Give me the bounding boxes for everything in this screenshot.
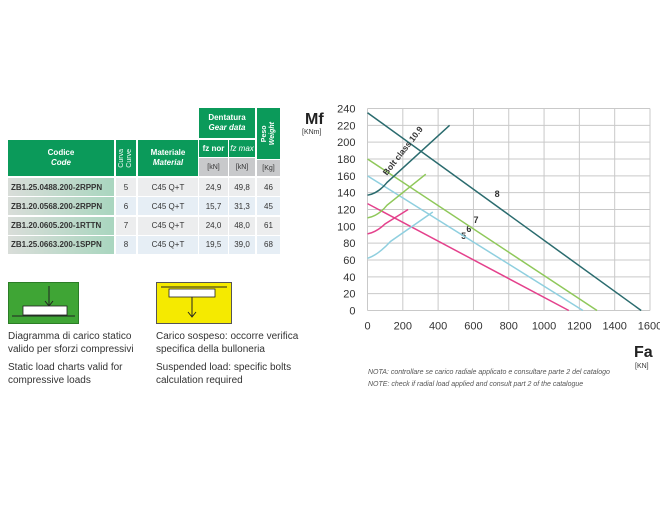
table-cell: 24,0 <box>199 216 228 235</box>
bolt-curve-6 <box>367 211 434 260</box>
table-cell: 31,3 <box>229 197 255 216</box>
header-fz-max: fz max <box>229 140 255 157</box>
load-line-8 <box>367 112 642 312</box>
load-line-7 <box>367 158 598 312</box>
header-code: Codice Code <box>8 140 114 176</box>
x-tick-label: 1200 <box>567 321 591 333</box>
header-material: Materiale Material <box>138 140 198 176</box>
series-label: 6 <box>466 224 471 234</box>
unit-fz-max: [kN] <box>229 158 255 176</box>
x-tick-label: 1000 <box>532 321 556 333</box>
y-tick-label: 180 <box>337 154 355 166</box>
y-tick-label: 80 <box>343 238 355 250</box>
y-tick-label: 40 <box>343 272 355 284</box>
x-tick-label: 1400 <box>602 321 626 333</box>
header-it: fz nor <box>202 143 225 153</box>
load-line-6 <box>367 175 584 312</box>
header-it: Codice <box>47 148 75 157</box>
table-cell: C45 Q+T <box>138 235 198 254</box>
x-tick-label: 1600 <box>638 321 660 333</box>
table-cell: 68 <box>257 235 280 254</box>
note-it: NOTA: controllare se carico radiale appl… <box>368 369 610 376</box>
header-en: Material <box>152 158 184 167</box>
y-tick-label: 120 <box>337 205 355 217</box>
suspended-load-en: Suspended load: specific bolts calculati… <box>156 362 292 386</box>
header-it: Materiale <box>150 148 186 157</box>
header-en: Gear data <box>208 123 246 132</box>
header-fz-nor: fz nor <box>199 140 228 157</box>
x-tick-label: 200 <box>394 321 412 333</box>
header-weight: Peso Weight <box>257 108 280 159</box>
table-cell: 7 <box>116 216 136 235</box>
y-tick-label: 240 <box>337 104 355 116</box>
bolt-curve-8 <box>367 124 451 196</box>
table-cell: 48,0 <box>229 216 255 235</box>
suspended-load-text: Carico sospeso: occorre verifica specifi… <box>156 330 311 387</box>
y-axis-unit: [KNm] <box>302 129 322 136</box>
table-cell: 15,7 <box>199 197 228 216</box>
table-cell: 61 <box>257 216 280 235</box>
x-axis-unit: [KN] <box>635 363 649 370</box>
note-en: NOTE: check if radial load applied and c… <box>368 381 584 388</box>
bolt-curve-5 <box>367 208 409 235</box>
table-row-code: ZB1.20.0605.200-1RTTN <box>8 216 114 235</box>
y-axis-label: Mf <box>305 111 324 128</box>
table-row-code: ZB1.20.0568.200-2RPPN <box>8 197 114 216</box>
table-cell: 6 <box>116 197 136 216</box>
series-label: 8 <box>495 189 500 199</box>
table-cell: 39,0 <box>229 235 255 254</box>
static-load-icon <box>8 282 79 324</box>
header-en: Code <box>51 158 71 167</box>
series-label: 7 <box>473 215 478 225</box>
table-cell: 46 <box>257 178 280 196</box>
y-tick-label: 140 <box>337 188 355 200</box>
header-it: fz max <box>230 143 254 153</box>
y-tick-label: 220 <box>337 120 355 132</box>
static-load-it: Diagramma di carico statico valido per s… <box>8 331 134 355</box>
table-cell: 8 <box>116 235 136 254</box>
table-cell: C45 Q+T <box>138 178 198 196</box>
x-axis-label: Fa <box>634 344 653 361</box>
x-tick-label: 600 <box>464 321 482 333</box>
suspended-load-icon <box>156 282 232 324</box>
table-cell: 24,9 <box>199 178 228 196</box>
y-tick-label: 100 <box>337 221 355 233</box>
table-row-code: ZB1.25.0663.200-1SPPN <box>8 235 114 254</box>
unit-fz-nor: [kN] <box>199 158 228 176</box>
y-tick-label: 0 <box>349 306 355 318</box>
table-cell: 49,8 <box>229 178 255 196</box>
load-line-5 <box>367 202 570 312</box>
header-it: Dentatura <box>208 113 246 122</box>
table-cell: 5 <box>116 178 136 196</box>
x-tick-label: 400 <box>429 321 447 333</box>
table-cell: 19,5 <box>199 235 228 254</box>
bolt-curve-7 <box>367 173 427 219</box>
suspended-load-it: Carico sospeso: occorre verifica specifi… <box>156 331 299 355</box>
static-load-text: Diagramma di carico statico valido per s… <box>8 330 158 387</box>
x-tick-label: 0 <box>364 321 370 333</box>
table-row-code: ZB1.25.0488.200-2RPPN <box>8 178 114 196</box>
y-tick-label: 200 <box>337 137 355 149</box>
table-cell: C45 Q+T <box>138 216 198 235</box>
table-cell: 45 <box>257 197 280 216</box>
y-tick-label: 20 <box>343 289 355 301</box>
y-tick-label: 60 <box>343 255 355 267</box>
chart-notes: NOTA: controllare se carico radiale appl… <box>368 367 610 391</box>
header-gear-data: Dentatura Gear data <box>199 108 255 138</box>
x-tick-label: 800 <box>500 321 518 333</box>
y-tick-label: 160 <box>337 171 355 183</box>
unit-weight: [Kg] <box>257 160 280 176</box>
static-load-en: Static load charts valid for compressive… <box>8 362 123 386</box>
table-cell: C45 Q+T <box>138 197 198 216</box>
header-curve: Curva Curve <box>116 140 136 176</box>
